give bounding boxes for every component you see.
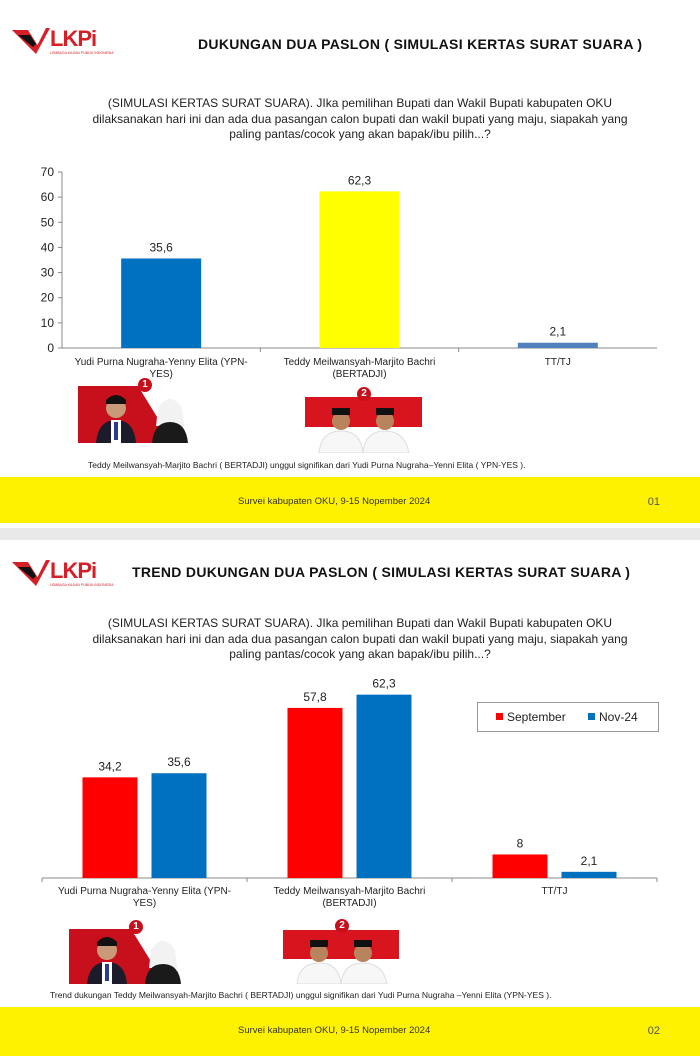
- page-separator: [0, 528, 700, 540]
- y-tick-label: 0: [47, 341, 54, 355]
- category-label: (BERTADJI): [332, 369, 386, 380]
- y-tick-label: 30: [41, 266, 55, 280]
- lkpi-logo: LKPi LEMBAGA KAJIAN PUBLIK INDONESIA: [12, 26, 114, 56]
- candidate-photo-1: 1: [78, 378, 211, 443]
- legend-item-nov: Nov-24: [588, 710, 638, 724]
- bar-nov-24: [561, 871, 617, 878]
- conclusion-note: Teddy Meilwansyah-Marjito Bachri ( BERTA…: [88, 460, 526, 470]
- legend-label: September: [507, 710, 566, 724]
- category-label: YES): [133, 898, 156, 909]
- footer-text: Survei kabupaten OKU, 9-15 Nopember 2024: [238, 1025, 431, 1036]
- bar-september: [492, 854, 548, 878]
- data-label: 35,6: [167, 755, 191, 769]
- category-label: (BERTADJI): [322, 898, 376, 909]
- logo-text: LKPi: [50, 558, 97, 583]
- bar-nov-24: [356, 694, 412, 878]
- y-tick-label: 40: [41, 240, 55, 254]
- data-label: 2,1: [581, 854, 598, 868]
- logo-mark-icon: [12, 560, 50, 586]
- slide-2: LKPi LEMBAGA KAJIAN PUBLIK INDONESIA TRE…: [0, 540, 700, 1056]
- data-label: 62,3: [372, 677, 396, 691]
- footer-bar: Survei kabupaten OKU, 9-15 Nopember 2024…: [0, 477, 700, 523]
- candidate-number-badge-1: 1: [138, 378, 152, 392]
- chart-legend: September Nov-24: [477, 702, 659, 732]
- category-label: Yudi Purna Nugraha-Yenny Elita (YPN-: [58, 886, 231, 897]
- slide-1: LKPi LEMBAGA KAJIAN PUBLIK INDONESIA DUK…: [0, 26, 700, 523]
- candidate-photo-1: 1: [69, 920, 204, 984]
- bar: [121, 258, 202, 348]
- y-tick-label: 20: [41, 291, 55, 305]
- survey-question: (SIMULASI KERTAS SURAT SUARA). JIka pemi…: [92, 616, 628, 661]
- trend-chart: 34,2 35,6 Yudi Purna Nugraha-Yenny Elita (…: [41, 677, 658, 909]
- footer-bar: Survei kabupaten OKU, 9-15 Nopember 2024…: [0, 1007, 700, 1056]
- slide-title: TREND DUKUNGAN DUA PASLON ( SIMULASI KER…: [132, 564, 631, 580]
- y-tick-label: 70: [41, 165, 55, 179]
- data-label: 34,2: [98, 759, 122, 773]
- footer-text: Survei kabupaten OKU, 9-15 Nopember 2024: [238, 496, 431, 507]
- candidate-number-badge-2: 2: [335, 919, 349, 933]
- logo-text: LKPi: [50, 26, 97, 51]
- logo-mark-icon: [12, 28, 50, 54]
- category-label: Teddy Meilwansyah-Marjito Bachri: [284, 357, 436, 368]
- category-label: Teddy Meilwansyah-Marjito Bachri: [274, 886, 426, 897]
- data-label: 57,8: [303, 690, 327, 704]
- bar-nov-24: [151, 773, 207, 878]
- data-label: 2,1: [549, 325, 566, 339]
- category-label: Yudi Purna Nugraha-Yenny Elita (YPN-: [75, 357, 248, 368]
- category-label: YES): [149, 369, 172, 380]
- data-label: 35,6: [149, 240, 173, 254]
- data-label: 8: [517, 836, 524, 850]
- legend-label: Nov-24: [599, 710, 638, 724]
- legend-swatch-blue: [588, 713, 595, 720]
- data-label: 62,3: [348, 173, 372, 187]
- support-chart: 0 10 20 30 40 50 60 70 35,6 Yudi Purna Nugraha-Ye…: [41, 165, 657, 380]
- candidate-number-badge-2: 2: [357, 387, 371, 401]
- bar-september: [82, 777, 138, 878]
- y-tick-label: 10: [41, 316, 55, 330]
- candidate-photo-2: 2: [305, 387, 422, 454]
- survey-question: (SIMULASI KERTAS SURAT SUARA). JIka pemi…: [92, 96, 628, 141]
- bar: [319, 191, 400, 348]
- category-label: TT/TJ: [545, 357, 571, 368]
- y-tick-label: 50: [41, 215, 55, 229]
- candidate-number-badge-1: 1: [129, 920, 143, 934]
- legend-item-september: September: [496, 710, 566, 724]
- slide-title: DUKUNGAN DUA PASLON ( SIMULASI KERTAS SU…: [198, 36, 643, 52]
- category-label: TT/TJ: [541, 886, 567, 897]
- logo-subtitle: LEMBAGA KAJIAN PUBLIK INDONESIA: [50, 51, 114, 55]
- legend-swatch-red: [496, 713, 503, 720]
- conclusion-note: Trend dukungan Teddy Meilwansyah-Marjito…: [50, 990, 552, 1000]
- lkpi-logo: LKPi LEMBAGA KAJIAN PUBLIK INDONESIA: [12, 558, 114, 588]
- page-number: 02: [647, 1025, 660, 1037]
- bar: [517, 342, 598, 348]
- y-tick-label: 60: [41, 190, 55, 204]
- logo-subtitle: LEMBAGA KAJIAN PUBLIK INDONESIA: [50, 583, 114, 587]
- page-number: 01: [647, 496, 660, 508]
- bar-september: [287, 707, 343, 878]
- candidate-photo-2: 2: [283, 919, 399, 985]
